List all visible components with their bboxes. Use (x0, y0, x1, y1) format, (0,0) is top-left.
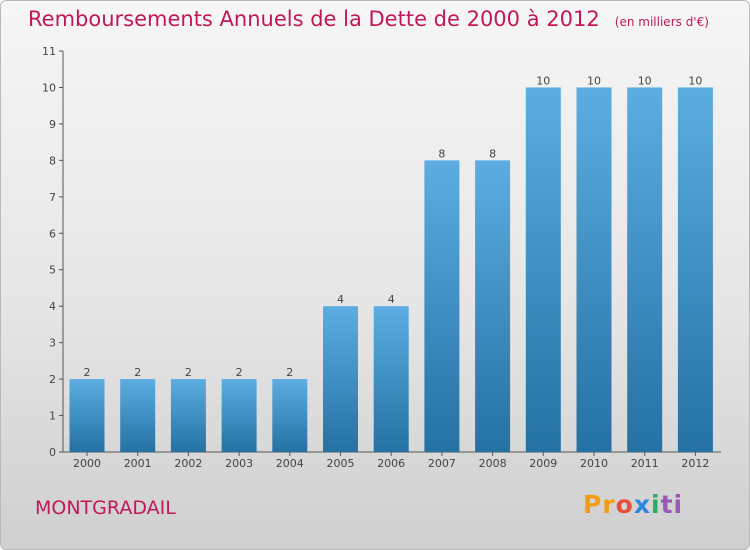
y-tick-label: 3 (49, 337, 56, 350)
x-tick-label: 2000 (73, 457, 101, 470)
bar-value-label: 2 (134, 366, 141, 379)
bar (272, 379, 308, 452)
x-tick-label: 2011 (631, 457, 659, 470)
y-tick-label: 5 (49, 264, 56, 277)
x-tick-label: 2005 (327, 457, 355, 470)
bar-value-label: 2 (286, 366, 293, 379)
x-tick-label: 2008 (479, 457, 507, 470)
proxiti-logo[interactable]: Proxiti (583, 490, 683, 519)
bar-value-label: 10 (536, 74, 550, 87)
y-tick-label: 2 (49, 373, 56, 386)
y-tick-label: 11 (42, 45, 56, 58)
bar (525, 87, 561, 453)
bar-value-label: 10 (688, 74, 702, 87)
bar (627, 87, 663, 453)
title-block: Remboursements Annuels de la Dette de 20… (28, 7, 709, 31)
y-tick-label: 8 (49, 154, 56, 167)
bar-value-label: 4 (388, 293, 395, 306)
x-tick-label: 2012 (681, 457, 709, 470)
bar (475, 160, 511, 452)
x-tick-label: 2006 (377, 457, 405, 470)
bar-value-label: 4 (337, 293, 344, 306)
logo-part: Pr (583, 490, 616, 519)
bar-value-label: 2 (185, 366, 192, 379)
labels: 2000 2 2001 2 2002 2 2003 2 2004 2 2005 4 2006 4 2007 8… (73, 74, 709, 470)
logo-part: i (650, 490, 661, 519)
y-tick-label: 9 (49, 118, 56, 131)
y-tick-label: 1 (49, 410, 56, 423)
y-tick-label: 4 (49, 300, 56, 313)
chart-title: Remboursements Annuels de la Dette de 20… (28, 7, 600, 31)
x-tick-label: 2009 (529, 457, 557, 470)
place-name: MONTGRADAIL (35, 497, 176, 519)
bar (424, 160, 460, 452)
bar-value-label: 8 (489, 147, 496, 160)
y-tick-label: 7 (49, 191, 56, 204)
y-tick-label: 0 (49, 446, 56, 459)
x-tick-label: 2007 (428, 457, 456, 470)
bar-value-label: 2 (84, 366, 91, 379)
bar (221, 379, 257, 452)
bar-value-label: 10 (587, 74, 601, 87)
bars (69, 87, 713, 453)
x-tick-label: 2003 (225, 457, 253, 470)
x-tick-label: 2004 (276, 457, 304, 470)
x-tick-label: 2002 (174, 457, 202, 470)
bar-value-label: 10 (638, 74, 652, 87)
chart-subtitle: (en milliers d'€) (614, 15, 709, 29)
bar (323, 306, 358, 452)
bar-value-label: 2 (236, 366, 243, 379)
y-tick-label: 6 (49, 227, 56, 240)
bar (120, 379, 156, 452)
bar (170, 379, 206, 452)
x-tick-label: 2010 (580, 457, 608, 470)
logo-part: ti (660, 490, 684, 519)
bar (677, 87, 713, 453)
y-tick-label: 10 (42, 81, 56, 94)
x-tick-label: 2001 (124, 457, 152, 470)
bar-value-label: 8 (438, 147, 445, 160)
bar (576, 87, 612, 453)
logo-part: x (633, 490, 651, 519)
logo-part: o (615, 490, 634, 519)
bar (69, 379, 105, 452)
bar (373, 306, 409, 452)
